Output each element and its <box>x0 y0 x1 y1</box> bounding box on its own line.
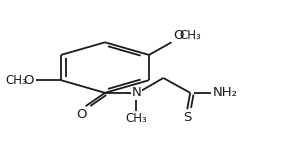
Text: NH₂: NH₂ <box>213 86 238 99</box>
Text: O: O <box>76 108 86 121</box>
Text: S: S <box>183 111 192 124</box>
Text: CH₃: CH₃ <box>125 112 147 125</box>
Text: O: O <box>24 74 34 87</box>
Text: N: N <box>132 86 141 99</box>
Text: CH₃: CH₃ <box>179 28 201 42</box>
Text: O: O <box>173 28 183 42</box>
Text: CH₃: CH₃ <box>5 74 27 87</box>
